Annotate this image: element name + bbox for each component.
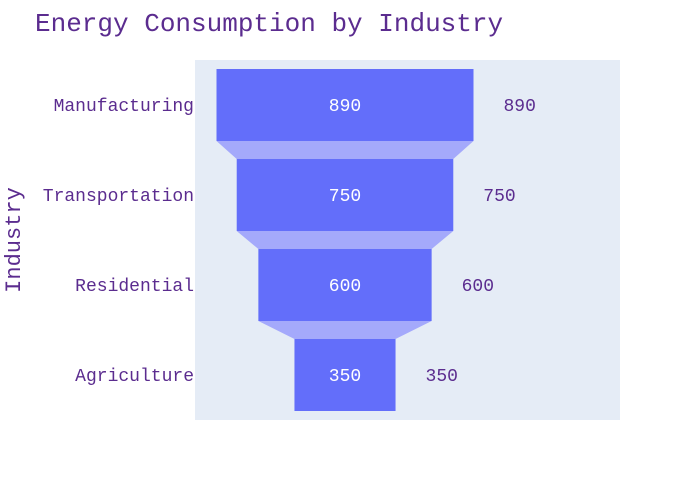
value-labels: 890 750 600 350 (329, 97, 361, 387)
category-labels: Manufacturing Transportation Residential Ag… (43, 97, 194, 387)
funnel-bar (258, 249, 432, 321)
funnel-bars (216, 69, 474, 411)
funnel-bar (294, 339, 396, 411)
outside-value-label: 600 (462, 277, 494, 297)
category-label: Residential (75, 277, 194, 297)
funnel-bar (216, 69, 474, 141)
outside-value-labels: 890 750 600 350 (426, 97, 536, 387)
funnel-connectors (216, 141, 474, 339)
category-label: Manufacturing (54, 97, 194, 117)
bar-value-label: 890 (329, 97, 361, 117)
funnel-connector (258, 321, 432, 339)
category-label: Agriculture (75, 367, 194, 387)
bar-value-label: 750 (329, 187, 361, 207)
funnel-connector (216, 141, 474, 159)
outside-value-label: 890 (504, 97, 536, 117)
bar-value-label: 600 (329, 277, 361, 297)
y-axis-title: Industry (2, 187, 27, 293)
funnel-bar (236, 159, 454, 231)
bar-value-label: 350 (329, 367, 361, 387)
chart-title: Energy Consumption by Industry (35, 9, 503, 39)
outside-value-label: 750 (483, 187, 515, 207)
category-label: Transportation (43, 187, 194, 207)
funnel-connector (236, 231, 454, 249)
outside-value-label: 350 (426, 367, 458, 387)
